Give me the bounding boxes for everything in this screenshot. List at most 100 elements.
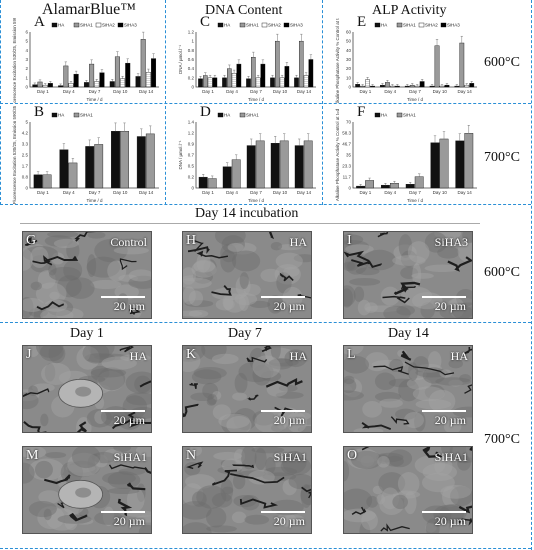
sem-texture	[107, 487, 140, 495]
legend-swatch	[239, 22, 246, 28]
sem-crack	[390, 416, 410, 425]
sem-texture	[235, 276, 251, 297]
sem-texture	[443, 419, 462, 432]
bar-ha	[222, 77, 227, 88]
sem-texture	[297, 425, 311, 432]
sem-texture	[196, 252, 211, 273]
x-tick-label: Day 7	[409, 190, 421, 195]
sem-cell-nucleus	[75, 487, 92, 498]
sem-texture	[251, 447, 285, 454]
bar-siha3	[151, 58, 157, 88]
bar-siha2	[279, 77, 285, 88]
sem-texture	[300, 484, 311, 506]
bar-siha2	[68, 83, 74, 88]
sem-letter: K	[186, 347, 197, 362]
sem-texture	[400, 266, 419, 280]
sem-letter: L	[347, 347, 356, 362]
bar-ha	[32, 84, 38, 88]
sem-texture	[377, 454, 390, 464]
legend-label: SiHA2	[102, 23, 115, 28]
sem-texture	[193, 259, 216, 273]
x-tick-label: Day 1	[37, 190, 49, 195]
y-tick-label: 0	[25, 85, 28, 90]
sem-crack	[246, 356, 268, 363]
sem-crack	[211, 469, 238, 486]
bar-ha	[59, 149, 69, 189]
sem-texture	[360, 455, 374, 467]
legend-swatch	[239, 112, 246, 118]
bar-ha	[246, 145, 256, 189]
sem-texture	[457, 240, 472, 262]
sem-texture	[414, 411, 426, 432]
sem-texture	[266, 382, 288, 397]
sem-texture	[344, 288, 353, 308]
y-tick-label: 0.4	[188, 66, 195, 71]
bar-siha3	[125, 62, 131, 88]
sem-texture	[23, 392, 39, 410]
sem-panel-l: L HA 20 µm	[343, 345, 473, 433]
sem-texture	[254, 410, 289, 432]
bar-siha3	[99, 72, 105, 88]
sem-texture	[76, 346, 100, 370]
sem-texture	[86, 408, 113, 428]
sem-texture	[206, 525, 237, 533]
bar-siha1	[145, 133, 155, 189]
sem-texture	[441, 447, 453, 456]
sem-texture	[118, 274, 139, 282]
sem-crack	[382, 295, 410, 304]
scale-bar-label: 20 µm	[113, 413, 145, 427]
sem-panel-k: K HA 20 µm	[182, 345, 312, 433]
chart-letter-a: A	[34, 14, 45, 30]
sem-crack	[144, 466, 151, 475]
sem-texture	[239, 294, 249, 312]
legend-label: SiHA1	[80, 113, 93, 118]
bar-siha1	[89, 63, 95, 88]
sem-texture	[359, 521, 371, 533]
sem-texture	[222, 293, 234, 311]
sem-letter: N	[186, 448, 197, 463]
bar-siha2	[94, 81, 100, 88]
bar-ha	[429, 85, 435, 88]
bar-ha	[294, 77, 299, 88]
sem-texture	[354, 450, 380, 463]
bar-siha1	[231, 159, 241, 189]
legend-swatch	[217, 112, 224, 118]
chart-legend: HA SiHA1	[51, 113, 93, 118]
sem-micrograph	[23, 447, 151, 533]
bar-ha	[85, 146, 95, 189]
y-tick-label: 0.2	[188, 75, 195, 80]
y-tick-label: 2	[25, 66, 28, 71]
sem-texture	[424, 384, 445, 400]
sem-texture	[28, 500, 57, 518]
sem-texture	[286, 411, 307, 432]
sem-texture	[28, 458, 65, 481]
sem-texture	[397, 472, 420, 496]
sem-texture	[234, 293, 258, 306]
sem-crack	[23, 421, 47, 432]
sem-texture	[206, 507, 227, 528]
sem-texture	[247, 470, 275, 485]
divider-h-3	[0, 322, 531, 323]
sem-texture	[452, 302, 472, 318]
legend-swatch	[51, 22, 58, 28]
y-tick-label: 0.7	[188, 153, 195, 158]
sem-texture	[280, 456, 311, 476]
sem-texture	[67, 460, 97, 478]
sem-texture	[135, 515, 151, 523]
sem-texture	[191, 491, 207, 507]
sem-texture	[260, 268, 282, 283]
sem-texture	[377, 456, 390, 468]
bar-siha1	[255, 140, 265, 189]
sem-texture	[284, 349, 307, 368]
sem-texture	[220, 243, 238, 263]
y-tick-label: 46.7	[342, 142, 351, 147]
legend-label: SiHA2	[268, 23, 281, 28]
sem-micrograph	[183, 346, 311, 432]
sem-texture	[344, 285, 356, 307]
sem-texture	[49, 291, 60, 300]
bar-siha3	[394, 85, 400, 88]
sem-letter: O	[347, 448, 358, 463]
sem-texture	[262, 472, 297, 481]
bar-siha1	[434, 45, 440, 88]
sem-texture	[288, 473, 311, 490]
